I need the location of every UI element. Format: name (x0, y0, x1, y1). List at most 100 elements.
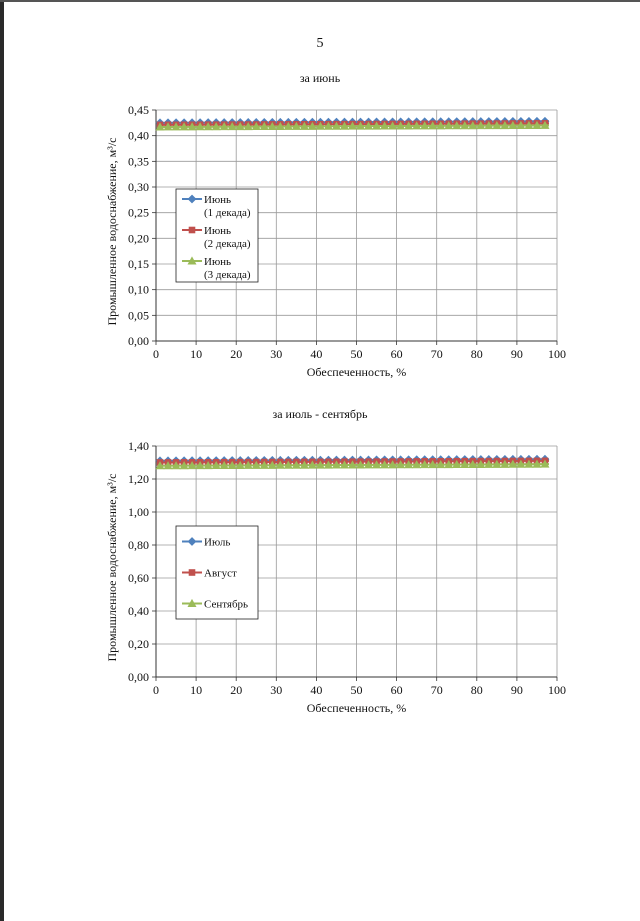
y-tick-label: 1,00 (128, 505, 149, 519)
data-point (323, 460, 333, 469)
x-tick-label: 20 (230, 683, 242, 697)
data-point (155, 461, 165, 470)
scan-border-top (0, 0, 640, 2)
x-tick-label: 40 (310, 683, 322, 697)
data-point (179, 122, 189, 131)
data-point (404, 121, 414, 130)
data-point (524, 120, 534, 129)
y-axis-label: Промышленное водоснабжение, м³/с (105, 474, 119, 662)
data-point (203, 460, 213, 470)
data-point (315, 121, 325, 130)
x-tick-label: 50 (351, 347, 363, 361)
data-point (532, 459, 542, 468)
data-point (356, 460, 366, 469)
legend-marker (188, 226, 196, 234)
data-point (540, 459, 550, 468)
data-point (211, 122, 221, 131)
data-point (187, 122, 197, 131)
data-point (428, 460, 438, 469)
y-tick-label: 0,45 (128, 103, 149, 117)
y-tick-label: 0,60 (128, 571, 149, 585)
y-tick-label: 0,05 (128, 308, 149, 322)
data-point (476, 459, 486, 468)
scan-border-left (0, 0, 4, 921)
y-tick-label: 0,25 (128, 206, 149, 220)
legend-label-line: Июнь (204, 194, 231, 206)
data-point (227, 460, 237, 469)
y-tick-label: 0,40 (128, 129, 149, 143)
data-point (508, 120, 518, 130)
legend-label-line: Сентябрь (204, 599, 248, 611)
y-tick-label: 0,30 (128, 180, 149, 194)
data-point (540, 120, 550, 129)
data-point (452, 121, 462, 130)
data-point (492, 120, 502, 130)
data-point (299, 460, 309, 469)
data-point (307, 121, 317, 130)
legend-marker (187, 537, 197, 546)
data-point (516, 459, 526, 468)
data-point (219, 460, 229, 470)
data-point (163, 122, 173, 131)
y-tick-label: 0,15 (128, 257, 149, 271)
data-point (484, 459, 494, 468)
data-point (235, 122, 245, 131)
data-point (155, 122, 165, 131)
data-point (372, 121, 382, 130)
legend-label-line: (1 декада) (204, 207, 251, 219)
data-point (299, 121, 309, 130)
x-tick-label: 60 (391, 683, 403, 697)
legend-marker (187, 194, 197, 204)
data-point (275, 121, 285, 130)
data-point (187, 461, 197, 470)
data-point (171, 461, 181, 470)
data-point (444, 459, 454, 469)
data-point (171, 122, 181, 131)
data-point (364, 460, 374, 469)
data-point (484, 121, 494, 130)
y-tick-label: 0,20 (128, 637, 149, 651)
data-point (468, 121, 478, 130)
data-point (283, 460, 293, 469)
data-point (476, 121, 486, 130)
data-point (388, 460, 398, 469)
data-point (243, 121, 253, 131)
series-3 (155, 459, 550, 470)
legend-label-line: Июнь (204, 225, 231, 237)
legend-label-line: (2 декада) (204, 238, 251, 250)
data-point (388, 121, 398, 130)
x-tick-label: 0 (153, 683, 159, 697)
data-point (195, 461, 205, 470)
data-point (315, 460, 325, 469)
x-tick-label: 80 (471, 347, 483, 361)
x-tick-label: 90 (511, 347, 523, 361)
data-point (516, 120, 526, 130)
data-point (251, 460, 261, 469)
data-point (500, 459, 510, 468)
legend-label: Июнь (3 декада) (204, 256, 251, 281)
x-tick-label: 10 (190, 347, 202, 361)
y-tick-label: 0,80 (128, 538, 149, 552)
data-point (339, 121, 349, 130)
data-point (468, 459, 478, 468)
data-point (396, 121, 406, 130)
y-tick-label: 0,10 (128, 283, 149, 297)
data-point (267, 121, 277, 130)
legend-marker (188, 569, 196, 576)
data-point (251, 121, 261, 131)
data-point (380, 121, 390, 130)
data-point (235, 460, 245, 469)
data-point (428, 121, 438, 130)
data-point (243, 460, 253, 469)
data-point (420, 121, 430, 130)
data-point (339, 460, 349, 469)
data-point (420, 460, 430, 469)
y-tick-label: 1,20 (128, 472, 149, 486)
x-axis-label: Обеспеченность, % (307, 365, 407, 379)
data-point (307, 460, 317, 469)
data-point (460, 459, 470, 469)
data-point (347, 460, 357, 469)
x-tick-label: 30 (270, 347, 282, 361)
legend-label: Сентябрь (204, 599, 248, 611)
data-point (291, 460, 301, 469)
